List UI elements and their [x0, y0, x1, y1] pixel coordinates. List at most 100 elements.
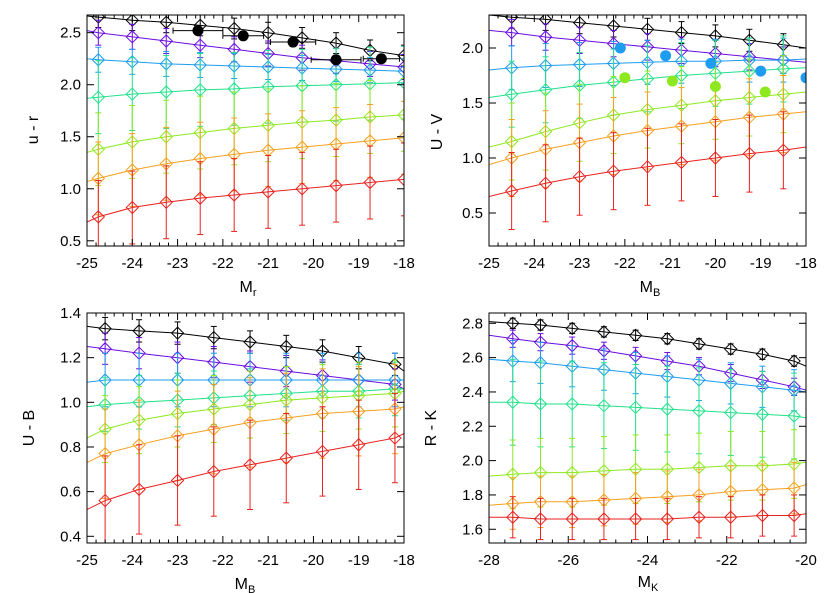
panel-3-xtick-label: -28 [478, 552, 500, 569]
panel-3-series-6 [489, 494, 806, 541]
filled-data-point [705, 57, 717, 69]
panel-0-xtick-label: -21 [257, 255, 279, 272]
panel-3-xtick-label: -24 [637, 552, 659, 569]
panel-2-xlabel: MB [235, 576, 256, 593]
diamond-point [397, 108, 404, 122]
panel-2-ytick-label: 1.4 [60, 305, 81, 322]
filled-data-point [330, 54, 342, 66]
panel-3-plot-area [489, 316, 806, 541]
panel-0-series-5 [87, 100, 404, 216]
diamond-point [170, 473, 185, 488]
diamond-point [692, 404, 706, 418]
diamond-point [193, 191, 207, 205]
diamond-point [628, 328, 643, 343]
panel-3-xtick-label: -20 [795, 552, 817, 569]
diamond-point [227, 188, 241, 202]
diamond-point [504, 184, 519, 198]
diamond-point [91, 90, 106, 104]
panel-0-xlabel: Mr [240, 279, 257, 299]
diamond-point [708, 151, 723, 165]
panel-2-xtick-label: -18 [393, 552, 415, 569]
diamond-point [640, 160, 655, 174]
panel-0-xtick-label: -25 [76, 255, 98, 272]
diamond-point [787, 508, 801, 523]
panel-1-ytick-label: 0.5 [462, 205, 483, 222]
diamond-point [159, 85, 173, 99]
diamond-point [352, 438, 366, 452]
diamond-point [243, 335, 257, 349]
panel-2-ytick-label: 0.8 [60, 439, 81, 456]
diamond-point [397, 64, 404, 78]
panel-3-series-2 [489, 339, 806, 412]
diamond-point [388, 431, 402, 445]
panel-1-xtick-label: -18 [795, 255, 817, 272]
filled-data-point [709, 81, 721, 92]
panel-2-xtick-label: -21 [257, 552, 279, 569]
diamond-point [506, 316, 520, 331]
diamond-point [329, 178, 343, 193]
diamond-point [193, 38, 207, 52]
diamond-point [724, 510, 738, 524]
diamond-point [660, 512, 675, 526]
diamond-point [159, 195, 173, 210]
panel-1-series-6 [489, 111, 806, 230]
panel-0-series-5-curve [87, 136, 404, 182]
diamond-point [787, 354, 801, 368]
panel-0-xtick-label: -24 [121, 255, 143, 272]
diamond-point [628, 512, 643, 526]
diamond-point [207, 464, 221, 479]
panel-0-axes-frame [86, 14, 405, 247]
diamond-point [279, 451, 293, 465]
panel-1-xtick-label: -24 [523, 255, 545, 272]
diamond-point [295, 182, 309, 196]
diamond-point [397, 75, 404, 90]
panel-3-ytick-label: 1.8 [462, 487, 483, 504]
panel-1-xtick-label: -20 [705, 255, 727, 272]
panel-3-series-3-curve [489, 401, 806, 419]
diamond-point [565, 321, 579, 336]
diamond-point [742, 146, 757, 161]
filled-data-point [666, 75, 678, 87]
panel-u-r-vs-mr: u - r Mr -25 -24 -23 -22 -21 -20 -19 -18 0.5 1.0 1… [25, 14, 415, 299]
panel-2-ytick-label: 0.4 [60, 528, 81, 545]
panel-3-ylabel: R - K [423, 409, 440, 446]
diamond-point [572, 169, 587, 184]
diamond-point [397, 60, 404, 74]
panel-3-ytick-label: 1.6 [462, 521, 483, 538]
panel-0-ytick-label: 1.5 [60, 129, 81, 146]
panel-0-ytick-label: 0.5 [60, 233, 81, 250]
panel-u-b-vs-mb: U - B MB -25 -24 -23 -22 -21 -20 -19 -18 0.4 0.6 0… [21, 305, 415, 593]
diamond-point [91, 25, 106, 40]
panel-r-k-vs-mk: R - K MK -28 -26 -24 -22 -20 1.6 1.8 2.0 2.2 2.4 2… [423, 312, 817, 593]
diamond-point [125, 87, 139, 101]
diamond-point [660, 402, 675, 416]
panel-3-ytick-label: 2.0 [462, 453, 483, 470]
filled-data-point [619, 72, 631, 84]
diamond-point [692, 510, 706, 524]
diamond-point [397, 48, 404, 63]
panel-2-ytick-label: 0.6 [60, 484, 81, 501]
panel-u-v-vs-mb: U - V MB -25 -24 -23 -22 -21 -20 -19 -18 0.5 1.0 1… [429, 14, 817, 299]
diamond-point [504, 25, 519, 40]
diamond-point [207, 330, 221, 345]
panel-2-ytick-label: 1.2 [60, 350, 81, 367]
panel-2-series-6-curve [87, 433, 404, 510]
panel-0-ytick-label: 1.0 [60, 181, 81, 198]
panel-2-plot-area [87, 316, 404, 543]
panel-2-xtick-label: -20 [303, 552, 325, 569]
diamond-point [755, 347, 770, 361]
panel-0-xtick-label: -23 [167, 255, 189, 272]
filled-data-point [614, 42, 626, 54]
diamond-point [755, 508, 770, 523]
panel-1-ytick-label: 2.0 [462, 40, 483, 57]
diamond-point [125, 30, 139, 44]
panel-3-ytick-label: 2.6 [462, 350, 483, 367]
diamond-point [660, 332, 675, 346]
diamond-point [397, 131, 404, 145]
panel-2-axes-frame [86, 312, 405, 544]
panel-1-ytick-label: 1.0 [462, 150, 483, 167]
filled-data-point [759, 86, 771, 98]
panel-2-xtick-label: -24 [121, 552, 143, 569]
panel-1-axes-frame [488, 14, 807, 247]
diamond-point [98, 493, 112, 508]
